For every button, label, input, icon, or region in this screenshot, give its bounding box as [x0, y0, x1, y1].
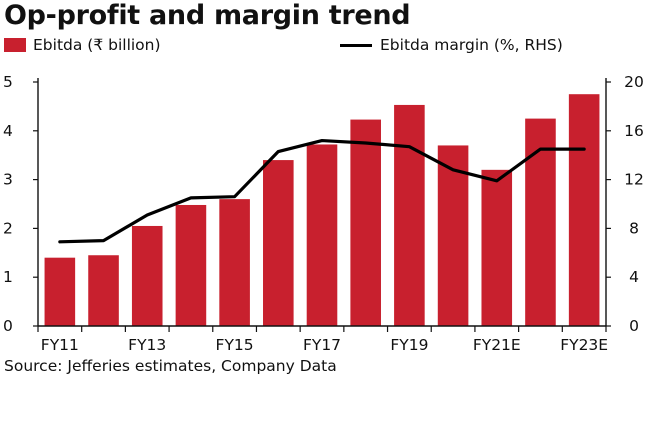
legend-item-ebitda: Ebitda (₹ billion) — [4, 36, 161, 54]
y-left-tick-label: 5 — [3, 73, 13, 91]
x-tick-label: FY13 — [128, 336, 166, 354]
legend-label-margin: Ebitda margin (%, RHS) — [380, 36, 563, 54]
x-tick-label: FY17 — [303, 336, 341, 354]
legend-item-margin: Ebitda margin (%, RHS) — [340, 36, 563, 54]
bar-fy11 — [44, 257, 76, 326]
bar-fy17 — [306, 144, 338, 326]
bar-fy22e — [525, 118, 556, 326]
y-right-tick-label: 8 — [629, 219, 639, 237]
x-tick-label: FY19 — [390, 336, 428, 354]
y-left-tick-label: 3 — [3, 171, 13, 189]
bar-fy21e — [481, 169, 513, 326]
bar-fy14 — [175, 204, 207, 326]
y-left-tick-label: 1 — [3, 268, 13, 286]
bar-fy18 — [350, 119, 381, 326]
bar-fy15 — [219, 199, 250, 326]
bar-fy12 — [88, 255, 119, 326]
legend-swatch-line — [340, 43, 372, 47]
y-left-tick-label: 2 — [3, 219, 13, 237]
margin-line — [58, 138, 586, 244]
y-left-tick-label: 0 — [3, 317, 13, 335]
y-left-tick-label: 4 — [3, 122, 13, 140]
x-tick-label: FY11 — [41, 336, 79, 354]
bar-fy20 — [437, 145, 469, 326]
legend: Ebitda (₹ billion) Ebitda margin (%, RHS… — [0, 36, 660, 58]
bar-fy19 — [394, 104, 425, 326]
bar-fy13 — [131, 225, 163, 326]
bar-fy16 — [263, 160, 294, 326]
y-right-tick-label: 4 — [629, 268, 639, 286]
legend-swatch-bar — [4, 38, 26, 52]
source-note: Source: Jefferies estimates, Company Dat… — [4, 357, 337, 375]
x-tick-label: FY23E — [560, 336, 608, 354]
y-right-tick-label: 16 — [624, 122, 644, 140]
y-right-tick-label: 12 — [624, 171, 644, 189]
legend-label-ebitda: Ebitda (₹ billion) — [33, 36, 161, 54]
chart-title: Op-profit and margin trend — [4, 0, 411, 31]
bar-fy23e — [568, 94, 600, 326]
x-tick-label: FY15 — [216, 336, 254, 354]
y-right-tick-label: 0 — [629, 317, 639, 335]
y-right-tick-label: 20 — [624, 73, 644, 91]
x-tick-label: FY21E — [473, 336, 521, 354]
